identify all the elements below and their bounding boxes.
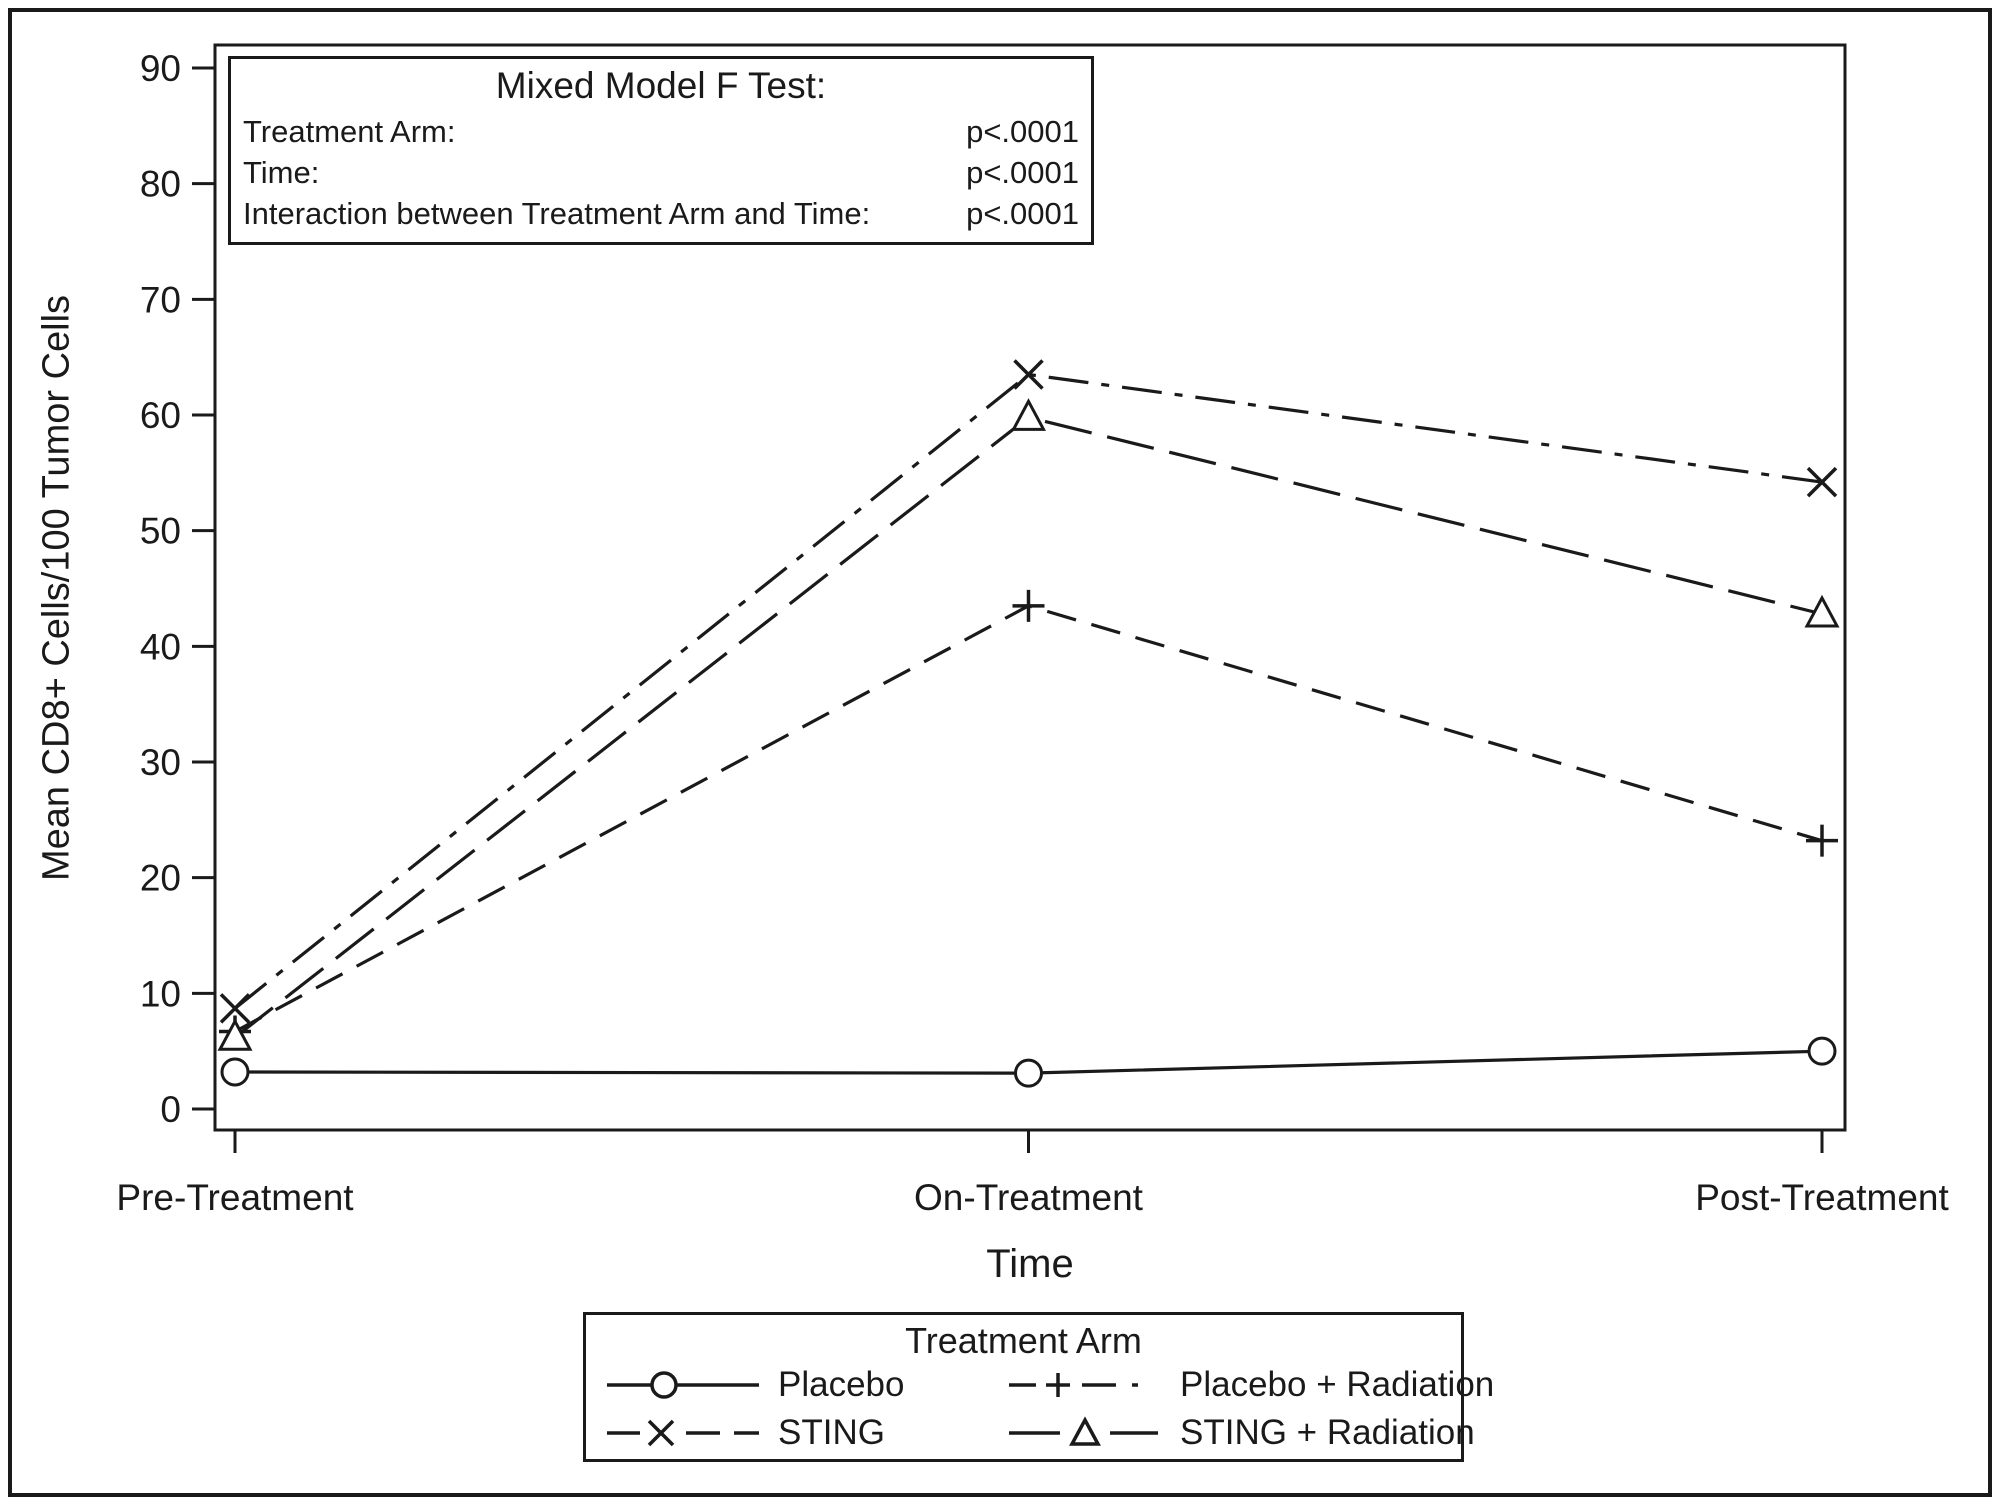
x-axis-tick-label: Pre-Treatment bbox=[116, 1177, 354, 1218]
y-axis-tick-label: 60 bbox=[140, 395, 181, 436]
legend-label-placebo: Placebo bbox=[778, 1365, 905, 1404]
series-line-sting-radiation bbox=[234, 415, 1823, 1039]
marker-x-sting bbox=[219, 993, 251, 1024]
stats-row-label: Time: bbox=[243, 155, 320, 190]
marker-x-sting bbox=[1806, 466, 1838, 498]
stats-row-value: p<.0001 bbox=[966, 114, 1079, 149]
stats-row-time: Time: p<.0001 bbox=[243, 152, 1079, 193]
legend-box: Treatment Arm Placebo Placebo + Radiatio… bbox=[583, 1312, 1494, 1462]
marker-circle-placebo bbox=[220, 1057, 250, 1087]
legend-title: Treatment Arm bbox=[905, 1320, 1142, 1361]
legend-entries: Placebo Placebo + Radiation STING STIN bbox=[604, 1365, 1494, 1453]
legend-sample-placebo-solid-circle-icon bbox=[607, 1371, 759, 1399]
legend-sample-placebo-radiation-dashdot-plus-icon bbox=[1009, 1373, 1138, 1397]
legend-label-sting-radiation: STING + Radiation bbox=[1180, 1413, 1475, 1452]
y-axis-tick-label: 0 bbox=[160, 1089, 181, 1130]
y-axis-tick-label: 90 bbox=[140, 48, 181, 89]
marker-circle-placebo bbox=[1807, 1036, 1837, 1066]
stats-row-label: Interaction between Treatment Arm and Ti… bbox=[243, 196, 871, 231]
stats-row-interaction: Interaction between Treatment Arm and Ti… bbox=[243, 193, 1079, 234]
stats-row-value: p<.0001 bbox=[966, 155, 1079, 190]
y-axis-tick-label: 70 bbox=[140, 279, 181, 320]
y-axis-tick-label: 50 bbox=[140, 511, 181, 552]
y-axis-tick-label: 10 bbox=[140, 973, 181, 1014]
y-axis-tick-label: 80 bbox=[140, 164, 181, 205]
x-axis-tick-label: Post-Treatment bbox=[1695, 1177, 1949, 1218]
marker-triangle-sting-radiation bbox=[1010, 398, 1047, 431]
legend-sample-sting-dash-x-icon bbox=[607, 1419, 759, 1447]
stats-row-label: Treatment Arm: bbox=[243, 114, 456, 149]
y-axis-tick-label: 20 bbox=[140, 858, 181, 899]
marker-triangle-sting-radiation bbox=[1804, 594, 1840, 628]
legend-sample-sting-radiation-longdash-triangle-icon bbox=[1009, 1416, 1158, 1446]
stats-annotation-box: Mixed Model F Test: Treatment Arm: p<.00… bbox=[228, 56, 1094, 245]
x-axis-tick-label: On-Treatment bbox=[914, 1177, 1144, 1218]
stats-row-treatment-arm: Treatment Arm: p<.0001 bbox=[243, 111, 1079, 152]
legend-label-placebo-radiation: Placebo + Radiation bbox=[1180, 1365, 1495, 1404]
y-axis-tick-label: 30 bbox=[140, 742, 181, 783]
stats-row-value: p<.0001 bbox=[966, 196, 1079, 231]
figure-border bbox=[8, 8, 1992, 1497]
legend-label-sting: STING bbox=[778, 1413, 885, 1452]
marker-triangle-sting-radiation bbox=[217, 1018, 253, 1051]
y-axis-title: Mean CD8+ Cells/100 Tumor Cells bbox=[35, 294, 78, 882]
stats-box-title: Mixed Model F Test: bbox=[495, 65, 827, 106]
marker-circle-placebo bbox=[1014, 1058, 1043, 1088]
x-axis-title: Time bbox=[986, 1242, 1074, 1286]
y-axis-tick-label: 40 bbox=[140, 626, 181, 667]
series-line-sting bbox=[234, 372, 1823, 1010]
marker-x-sting bbox=[1013, 359, 1044, 390]
